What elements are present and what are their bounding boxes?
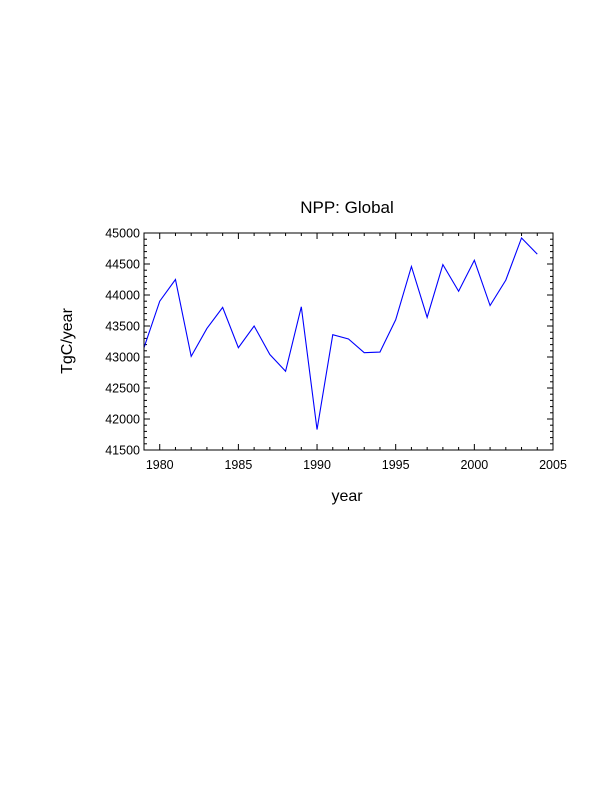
x-tick-label: 1995	[382, 458, 410, 472]
tick-labels: 1980 1985 1990 1995 2000 2005 41500 42000 42500 4…	[105, 227, 567, 473]
x-tick-label: 1980	[146, 458, 174, 472]
x-tick-label: 1990	[303, 458, 331, 472]
y-tick-label: 43500	[105, 320, 140, 334]
series-line-npp	[143, 236, 538, 430]
y-axis-label: TgC/year	[59, 307, 76, 373]
x-axis-label: year	[331, 488, 363, 505]
axis-ticks	[143, 232, 554, 451]
y-tick-label: 42000	[105, 413, 140, 427]
x-tick-label: 1985	[224, 458, 252, 472]
y-tick-label: 42500	[105, 382, 140, 396]
y-tick-label: 44500	[105, 258, 140, 272]
y-tick-label: 45000	[105, 227, 140, 241]
series-group	[143, 236, 538, 430]
y-tick-label: 43000	[105, 351, 140, 365]
y-tick-label: 44000	[105, 289, 140, 303]
plot-frame	[143, 232, 554, 451]
chart-title: NPP: Global	[300, 198, 394, 217]
x-tick-label: 2000	[460, 458, 488, 472]
x-tick-label: 2005	[539, 458, 567, 472]
y-tick-label: 41500	[105, 444, 140, 458]
